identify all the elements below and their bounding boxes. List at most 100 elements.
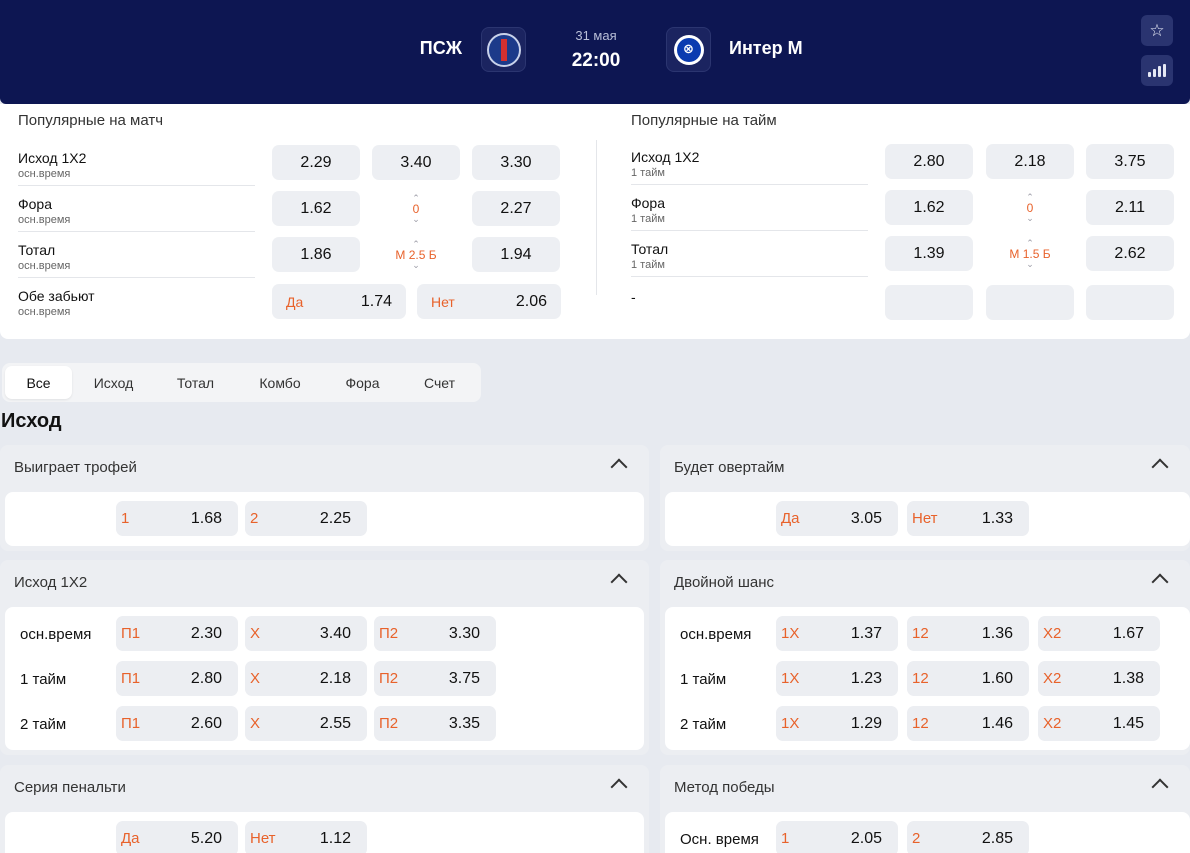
- odd-button[interactable]: П1 2.80: [116, 661, 238, 696]
- odd-button[interactable]: 1.86: [272, 237, 360, 272]
- odd-button[interactable]: П2 3.35: [374, 706, 496, 741]
- odd-button[interactable]: 1.62: [272, 191, 360, 226]
- line-selector[interactable]: ⌃ М 2.5 Б ⌄: [395, 238, 437, 270]
- odd-button[interactable]: П1 2.60: [116, 706, 238, 741]
- line-selector[interactable]: ⌃ 0 ⌄: [1026, 191, 1034, 223]
- period-label: Осн. время: [680, 831, 759, 848]
- favorite-button[interactable]: ☆: [1141, 15, 1173, 46]
- stats-button[interactable]: [1141, 55, 1173, 86]
- odd-button[interactable]: 2.27: [472, 191, 560, 226]
- market-overtime: Будет овертайм Да 3.05 Нет 1.33: [660, 445, 1190, 551]
- market-title: Метод победы: [674, 779, 775, 796]
- period-label: осн.время: [680, 626, 752, 643]
- odd-button[interactable]: 1X 1.29: [776, 706, 898, 741]
- odd-button[interactable]: 2.18: [986, 144, 1074, 179]
- tab-total[interactable]: Тотал: [176, 374, 215, 391]
- tab-score[interactable]: Счет: [424, 374, 455, 391]
- yes-odd-button[interactable]: Да 1.74: [272, 284, 406, 319]
- row-divider: [18, 277, 255, 278]
- odd-button[interactable]: 2.62: [1086, 236, 1174, 271]
- odd-button[interactable]: 12 1.60: [907, 661, 1029, 696]
- tab-handicap[interactable]: Фора: [345, 374, 380, 391]
- star-icon: ☆: [1149, 20, 1165, 40]
- popular-row-label: Фора 1 тайм: [631, 195, 666, 225]
- odd-button[interactable]: X 2.18: [245, 661, 367, 696]
- chevron-up-icon[interactable]: [610, 573, 628, 591]
- market-body: Да 5.20 Нет 1.12: [5, 812, 644, 853]
- market-body: Да 3.05 Нет 1.33: [665, 492, 1190, 546]
- odd-button[interactable]: 2.80: [885, 144, 973, 179]
- market-body: 1 1.68 2 2.25: [5, 492, 644, 546]
- market-win-method: Метод победы Осн. время 1 2.05 2 2.85: [660, 765, 1190, 853]
- chevron-up-icon[interactable]: [610, 458, 628, 476]
- odd-button[interactable]: Нет 1.33: [907, 501, 1029, 536]
- inter-logo-icon: ⊗: [666, 27, 711, 72]
- chevron-down-icon: ⌄: [1026, 258, 1034, 269]
- market-title: Серия пенальти: [14, 779, 126, 796]
- market-title: Двойной шанс: [674, 574, 775, 591]
- odd-button[interactable]: 1 2.05: [776, 821, 898, 853]
- chevron-up-icon[interactable]: [1151, 573, 1169, 591]
- chevron-up-icon: ⌃: [1026, 237, 1034, 248]
- odd-button[interactable]: X2 1.45: [1038, 706, 1160, 741]
- odd-button[interactable]: X2 1.38: [1038, 661, 1160, 696]
- odd-button[interactable]: 1.62: [885, 190, 973, 225]
- chevron-down-icon: ⌄: [412, 259, 420, 270]
- odd-button[interactable]: Да 5.20: [116, 821, 238, 853]
- chevron-up-icon: ⌃: [1026, 191, 1034, 202]
- match-header: ПСЖ 31 мая 22:00 ⊗ Интер М ☆: [0, 0, 1190, 104]
- chevron-down-icon: ⌄: [412, 213, 420, 224]
- odd-button[interactable]: 12 1.36: [907, 616, 1029, 651]
- odd-button[interactable]: X 2.55: [245, 706, 367, 741]
- odd-button[interactable]: Да 3.05: [776, 501, 898, 536]
- chevron-up-icon: ⌃: [412, 192, 420, 203]
- line-selector[interactable]: ⌃ М 1.5 Б ⌄: [1009, 237, 1051, 269]
- odd-button[interactable]: 2 2.85: [907, 821, 1029, 853]
- column-divider: [596, 140, 597, 295]
- odd-button[interactable]: 2 2.25: [245, 501, 367, 536]
- popular-row-label: Обе забьют осн.время: [18, 288, 95, 318]
- odd-button[interactable]: 12 1.46: [907, 706, 1029, 741]
- odd-button[interactable]: X2 1.67: [1038, 616, 1160, 651]
- odd-button[interactable]: Нет 1.12: [245, 821, 367, 853]
- line-selector[interactable]: ⌃ 0 ⌄: [412, 192, 420, 224]
- odd-button[interactable]: П2 3.30: [374, 616, 496, 651]
- chevron-up-icon[interactable]: [1151, 778, 1169, 796]
- odd-button[interactable]: 3.75: [1086, 144, 1174, 179]
- odd-button[interactable]: 1.94: [472, 237, 560, 272]
- odd-button[interactable]: П2 3.75: [374, 661, 496, 696]
- tab-outcome[interactable]: Исход: [93, 374, 134, 391]
- market-trophy: Выиграет трофей 1 1.68 2 2.25: [0, 445, 649, 551]
- odd-button[interactable]: 3.30: [472, 145, 560, 180]
- empty-odd-slot: [986, 285, 1074, 320]
- market-title: Будет овертайм: [674, 459, 785, 476]
- period-label: 1 тайм: [680, 671, 727, 688]
- odd-button[interactable]: 1X 1.23: [776, 661, 898, 696]
- row-divider: [631, 276, 868, 277]
- no-odd-button[interactable]: Нет 2.06: [417, 284, 561, 319]
- odd-button[interactable]: 2.11: [1086, 190, 1174, 225]
- period-label: 2 тайм: [20, 716, 67, 733]
- odd-button[interactable]: X 3.40: [245, 616, 367, 651]
- row-divider: [631, 184, 868, 185]
- odd-button[interactable]: 2.29: [272, 145, 360, 180]
- chevron-up-icon[interactable]: [610, 778, 628, 796]
- tab-combo[interactable]: Комбо: [259, 374, 301, 391]
- popular-match-title: Популярные на матч: [18, 112, 164, 129]
- odd-button[interactable]: 1X 1.37: [776, 616, 898, 651]
- odd-button[interactable]: 3.40: [372, 145, 460, 180]
- odd-button[interactable]: 1.39: [885, 236, 973, 271]
- chevron-up-icon[interactable]: [1151, 458, 1169, 476]
- popular-row-label: Исход 1X2 осн.время: [18, 150, 87, 180]
- period-label: 1 тайм: [20, 671, 67, 688]
- home-team-name: ПСЖ: [419, 38, 462, 58]
- match-date: 31 мая: [575, 28, 617, 43]
- tab-all[interactable]: Все: [5, 366, 72, 399]
- popular-row-label: Исход 1X2 1 тайм: [631, 149, 700, 179]
- odd-button[interactable]: П1 2.30: [116, 616, 238, 651]
- market-title: Выиграет трофей: [14, 459, 137, 476]
- market-title: Исход 1X2: [14, 574, 88, 591]
- market-body: Осн. время 1 2.05 2 2.85: [665, 812, 1190, 853]
- popular-row-label: Тотал 1 тайм: [631, 241, 669, 271]
- odd-button[interactable]: 1 1.68: [116, 501, 238, 536]
